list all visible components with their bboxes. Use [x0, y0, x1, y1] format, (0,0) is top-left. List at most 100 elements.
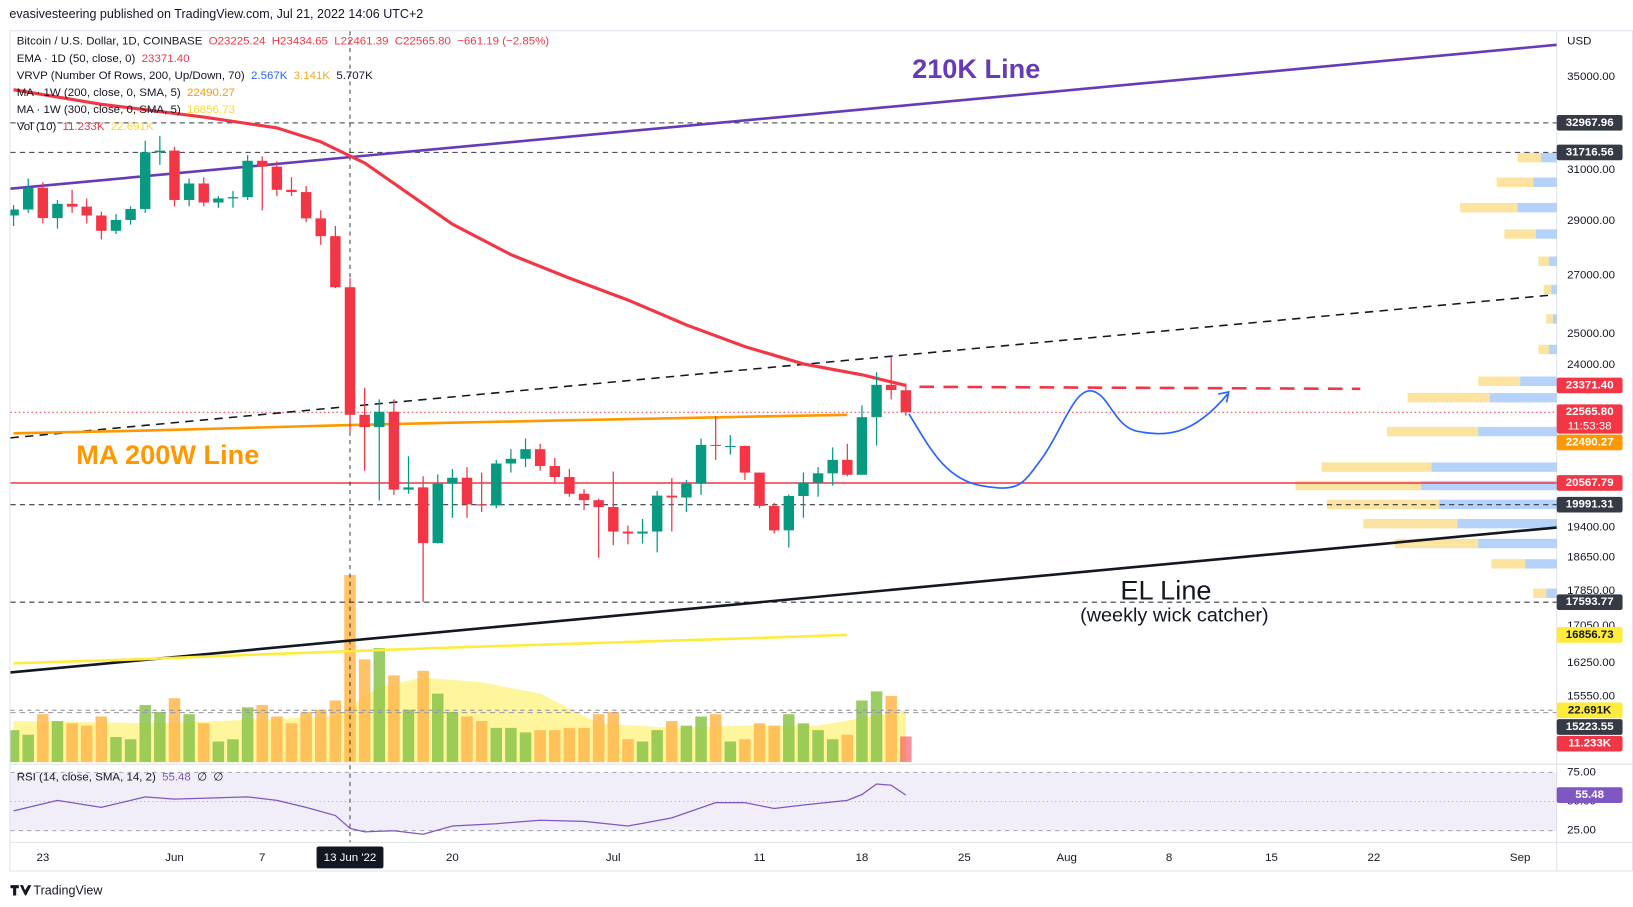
- candle-body: [681, 483, 692, 498]
- trend-line-210k: [10, 43, 1557, 190]
- x-tick-label: Sep: [1510, 852, 1530, 864]
- legend-item: 16856.73: [187, 104, 235, 116]
- candle-body: [608, 507, 619, 532]
- price-label: 17593.77: [1566, 596, 1614, 608]
- candle-body: [842, 459, 853, 475]
- legend-item: C22565.80: [395, 36, 451, 48]
- price-label: 22.691K: [1568, 704, 1612, 716]
- volume-bar: [900, 736, 912, 763]
- y-tick-label: 25000.00: [1567, 328, 1615, 340]
- price-label-bg: [1556, 735, 1623, 752]
- price-label-bg: [1556, 377, 1623, 394]
- volume-bar: [607, 711, 620, 763]
- volume-bar: [329, 700, 342, 763]
- volume-bar: [739, 739, 751, 763]
- profile-up: [1517, 202, 1557, 213]
- legend-item: VRVP (Number Of Rows, 200, Up/Down, 70): [17, 70, 245, 82]
- y-tick-label: 17850.00: [1567, 585, 1615, 597]
- price-label-bg: [1556, 434, 1623, 451]
- x-tick-label: Jun: [165, 852, 184, 864]
- candle-body: [476, 504, 487, 506]
- volume-bar: [66, 723, 78, 763]
- annotation: EL Line: [1120, 574, 1211, 605]
- brand-logo: [10, 885, 32, 896]
- candle-body: [388, 411, 400, 490]
- candle-body: [403, 487, 414, 490]
- annotation: MA 200W Line: [76, 439, 259, 470]
- volume-bar: [271, 716, 283, 763]
- legend-item: ∅: [213, 772, 223, 784]
- candle-body: [213, 198, 224, 203]
- legend-item: 3.141K: [294, 70, 331, 82]
- x-tick-label: Jul: [606, 852, 621, 864]
- legend-item: EMA · 1D (50, close, 0): [17, 53, 136, 65]
- candle-body: [10, 209, 19, 216]
- candle-body: [447, 477, 458, 484]
- price-label-bg: [1556, 627, 1623, 643]
- rsi-band: [10, 772, 1557, 831]
- price-label: 19991.31: [1566, 499, 1615, 511]
- projection-path: [908, 390, 1229, 489]
- volume-bar: [666, 721, 678, 763]
- volume-bar: [139, 705, 151, 763]
- annotation: (weekly wick catcher): [1080, 604, 1268, 626]
- drawings: [10, 43, 1557, 674]
- profile-up: [1520, 376, 1557, 386]
- legend-item: −661.19 (−2.85%): [457, 36, 549, 48]
- legend-line: Vol (10) 11.233K 22.691K: [17, 121, 154, 133]
- volume-bar: [285, 723, 298, 763]
- volume-bar: [315, 709, 327, 763]
- overlay-line: [13, 88, 907, 387]
- legend-line: EMA · 1D (50, close, 0) 23371.40: [17, 53, 190, 65]
- profile-up: [1548, 256, 1557, 266]
- price-label-bg: [1556, 594, 1623, 611]
- legend-line: MA · 1W (300, close, 0, SMA, 5) 16856.73: [17, 104, 235, 116]
- candle-body: [491, 463, 502, 506]
- trend-line-dashed: [10, 294, 1552, 439]
- plot-marks: [10, 88, 912, 835]
- candle-body: [622, 531, 634, 534]
- candle-body: [417, 487, 429, 544]
- legend-line: RSI (14, close, SMA, 14, 2) 55.48 ∅ ∅: [17, 772, 224, 784]
- annotation: 210K Line: [912, 53, 1040, 84]
- volume-bar: [51, 721, 64, 763]
- candle-body: [549, 466, 561, 477]
- candle-body: [637, 531, 648, 534]
- overlay-line: [13, 413, 848, 435]
- candle-body: [52, 203, 63, 219]
- candle-body: [432, 483, 443, 544]
- profile-down: [1321, 462, 1432, 472]
- volume-bar: [300, 711, 312, 763]
- x-tick-label: 20: [446, 852, 459, 864]
- candle-body: [695, 444, 707, 484]
- price-label-countdown: 11:53:38: [1568, 420, 1612, 432]
- price-label-bg: [1556, 404, 1623, 434]
- legend-line: MA · 1W (200, close, 0, SMA, 5) 22490.27: [17, 87, 235, 99]
- brand-name: TradingView: [33, 884, 103, 898]
- candle-body: [227, 197, 239, 199]
- volume-bar: [753, 723, 766, 763]
- volume-bar: [622, 739, 634, 763]
- axes: 75.0050.0025.0035000.0031000.0029000.002…: [36, 71, 1623, 869]
- profile-down: [1460, 202, 1518, 213]
- profile-down: [1504, 229, 1536, 239]
- candle-body: [461, 477, 473, 505]
- y-tick-label: 31000.00: [1567, 164, 1615, 176]
- y-tick-label: 29000.00: [1567, 215, 1615, 227]
- candle-body: [257, 160, 268, 167]
- volume-bar: [417, 670, 429, 763]
- volume-bar: [870, 691, 883, 763]
- profile-down: [1538, 256, 1549, 266]
- credit: evasivesteering published on TradingView…: [9, 7, 423, 21]
- candle-body: [110, 219, 122, 231]
- volume-bar: [227, 739, 239, 763]
- rsi-tick-label: 25.00: [1567, 825, 1596, 837]
- volume-bar: [695, 716, 707, 763]
- candle-body: [271, 166, 283, 190]
- profile-up: [1546, 588, 1557, 598]
- profile-down: [1295, 480, 1421, 491]
- profile-up: [1431, 462, 1557, 472]
- y-tick-label: 15550.00: [1567, 690, 1615, 702]
